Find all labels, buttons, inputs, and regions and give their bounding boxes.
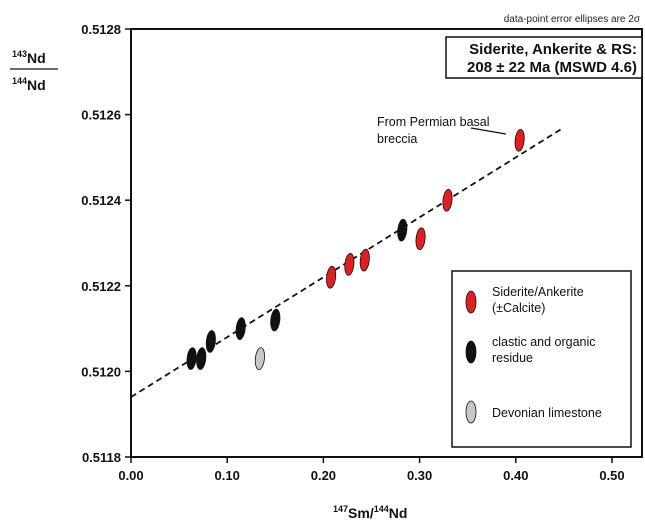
data-point-series-1 xyxy=(514,128,525,152)
x-tick-label: 0.10 xyxy=(215,468,240,483)
svg-text:144Nd: 144Nd xyxy=(12,76,46,93)
y-tick-label: 0.5118 xyxy=(82,450,121,465)
data-point-series-2 xyxy=(205,330,216,353)
data-point-series-1 xyxy=(326,265,337,289)
y-title-top-sup: 143 xyxy=(12,49,27,59)
data-point-series-1 xyxy=(415,227,426,251)
y-tick-label: 0.5128 xyxy=(81,22,121,37)
data-point-series-2 xyxy=(235,317,246,340)
y-title-bottom-sup: 144 xyxy=(12,76,27,86)
y-tick-label: 0.5122 xyxy=(81,279,121,294)
legend-label-1: Siderite/Ankerite xyxy=(492,285,584,299)
age-box-line1: Siderite, Ankerite & RS: xyxy=(469,41,637,58)
y-title-bottom-main: Nd xyxy=(27,77,46,93)
x-tick-label: 0.30 xyxy=(407,468,432,483)
y-tick-label: 0.5124 xyxy=(81,193,122,208)
data-point-series-1 xyxy=(344,253,355,276)
data-point-series-2 xyxy=(186,347,197,370)
data-point-series-2 xyxy=(196,347,207,370)
legend-label-2: residue xyxy=(492,351,533,365)
data-point-series-3 xyxy=(254,347,265,370)
legend: Siderite/Ankerite (±Calcite) clastic and o… xyxy=(465,285,602,424)
data-point-series-2 xyxy=(270,308,281,332)
data-point-series-2 xyxy=(397,218,408,242)
legend-swatch-2 xyxy=(465,340,477,364)
y-tick-label: 0.5126 xyxy=(81,108,121,123)
annotation-line2: breccia xyxy=(377,132,417,146)
x-tick-label: 0.40 xyxy=(503,468,528,483)
axis-ticks: 0.00 0.10 0.20 0.30 0.40 0.50 0.5118 0.5120 0.51… xyxy=(81,22,624,483)
annotation-leader xyxy=(470,127,507,135)
x-tick-label: 0.00 xyxy=(118,468,143,483)
x-tick-label: 0.50 xyxy=(599,468,624,483)
x-tick-label: 0.20 xyxy=(311,468,336,483)
svg-text:143Nd: 143Nd xyxy=(12,49,46,66)
y-axis-title: 143Nd 144Nd xyxy=(10,49,58,93)
legend-box xyxy=(451,270,632,448)
data-point-series-1 xyxy=(359,248,370,272)
legend-swatch-3 xyxy=(465,400,477,424)
data-point-series-1 xyxy=(442,188,453,212)
error-note: data-point error ellipses are 2σ xyxy=(504,14,641,25)
legend-label-1: (±Calcite) xyxy=(492,301,545,315)
plot-frame xyxy=(130,28,643,458)
legend-label-3: Devonian limestone xyxy=(492,406,602,420)
age-box-line2: 208 ± 22 Ma (MSWD 4.6) xyxy=(467,59,637,76)
age-box xyxy=(445,36,643,79)
data-points xyxy=(186,128,525,370)
legend-label-2: clastic and organic xyxy=(492,335,596,349)
y-title-top-main: Nd xyxy=(27,50,46,66)
y-tick-label: 0.5120 xyxy=(81,364,121,379)
legend-swatch-1 xyxy=(465,290,477,314)
x-axis-title: 147Sm/144Nd xyxy=(333,504,407,521)
annotation-line1: From Permian basal xyxy=(377,115,490,129)
